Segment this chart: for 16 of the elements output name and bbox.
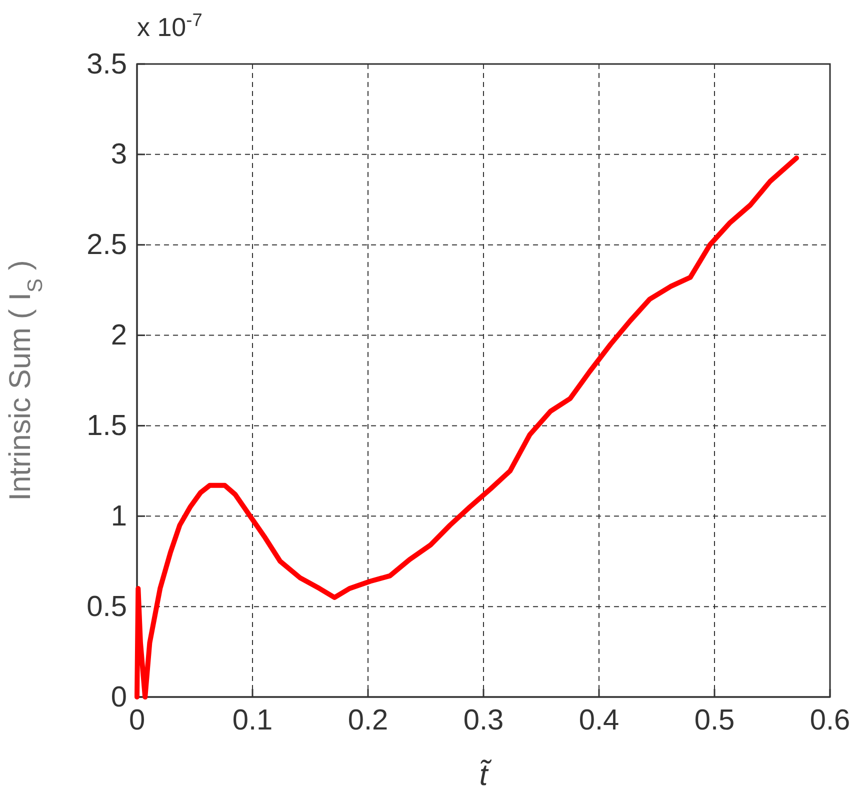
y-tick-label: 3.5 bbox=[86, 48, 127, 80]
x-tick-label: 0.3 bbox=[463, 704, 504, 737]
y-tick-label: 1.5 bbox=[86, 410, 127, 442]
x-tick-label: 0.4 bbox=[578, 704, 620, 737]
x-tick-label: 0.2 bbox=[348, 704, 388, 737]
y-tick-label: 1 bbox=[110, 500, 127, 532]
y-tick-label: 0 bbox=[110, 681, 127, 714]
x-tick-label: 0.1 bbox=[232, 704, 273, 737]
y-tick-label: 2 bbox=[110, 320, 127, 352]
y-tick-label: 0.5 bbox=[86, 590, 127, 623]
text: x 10$^{-7}$ bbox=[137, 10, 202, 42]
x-tick-label: 0.5 bbox=[694, 704, 735, 737]
y-tick-label: 3 bbox=[110, 138, 127, 171]
x-axis-title: t̃ bbox=[479, 758, 492, 792]
y-tick-label: 2.5 bbox=[86, 229, 127, 262]
x-tick-label: 0.6 bbox=[810, 704, 850, 737]
